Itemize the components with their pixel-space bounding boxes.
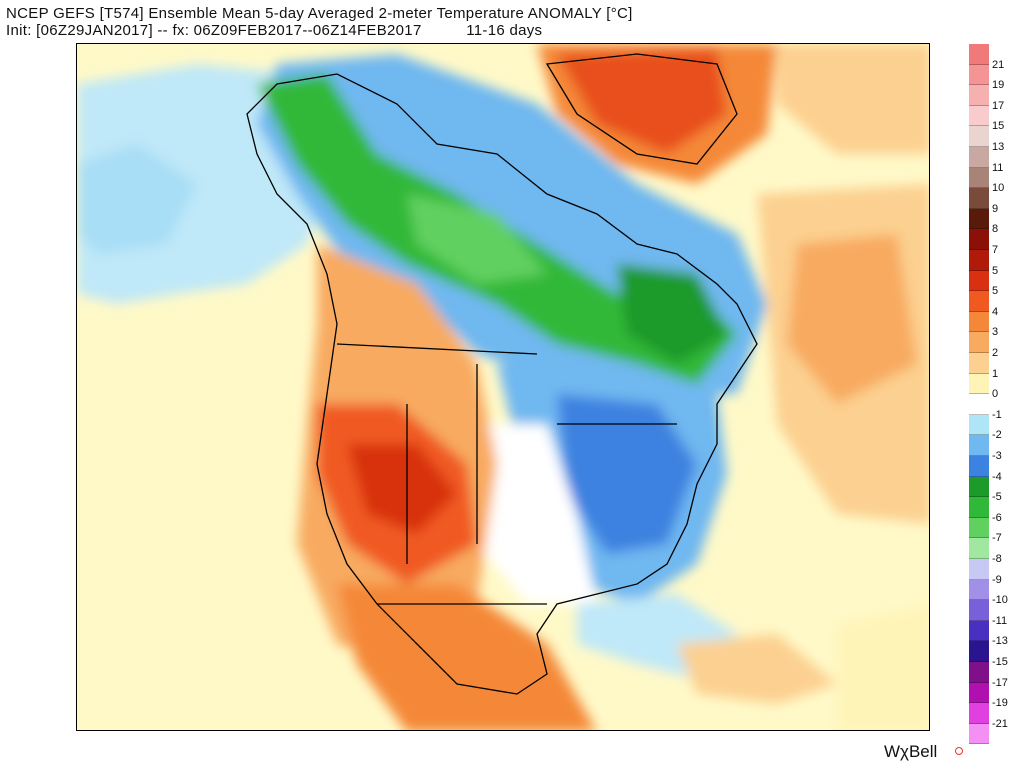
colorbar-swatch	[969, 641, 989, 662]
colorbar-label: -19	[992, 697, 1008, 710]
colorbar-swatch	[969, 291, 989, 312]
colorbar-swatch	[969, 414, 989, 436]
colorbar-label: 4	[992, 305, 999, 318]
colorbar-label: -6	[992, 511, 1002, 524]
colorbar-label: 5	[992, 264, 999, 277]
colorbar-label: 17	[992, 99, 1005, 112]
colorbar-label: -3	[992, 450, 1002, 462]
colorbar-label: -4	[992, 470, 1002, 483]
colorbar-label: 0	[992, 388, 999, 401]
colorbar-swatch	[969, 723, 989, 745]
colorbar-swatch	[969, 456, 989, 477]
colorbar-swatch	[969, 538, 989, 559]
colorbar-label: -9	[992, 573, 1002, 586]
colorbar-swatch	[969, 703, 989, 724]
colorbar-swatch	[969, 44, 989, 65]
colorbar-label: 3	[992, 326, 999, 339]
colorbar-swatch	[969, 620, 989, 642]
colorbar-label: 8	[992, 223, 999, 236]
map-title: NCEP GEFS [T574] Ensemble Mean 5-day Ave…	[6, 5, 633, 22]
colorbar-label: -8	[992, 553, 1002, 565]
colorbar-label: -7	[992, 532, 1002, 545]
colorbar-swatch	[969, 517, 989, 539]
colorbar-label: 7	[992, 244, 999, 256]
colorbar-label: 5	[992, 285, 999, 298]
colorbar-label: -11	[992, 614, 1008, 627]
colorbar-swatch	[969, 353, 989, 374]
colorbar-swatch	[969, 311, 989, 333]
colorbar-label: -10	[992, 594, 1008, 607]
colorbar-label: -13	[992, 635, 1008, 648]
anomaly-field	[77, 44, 929, 730]
colorbar-label: 11	[992, 161, 1004, 174]
colorbar-label: 13	[992, 141, 1005, 153]
colorbar-swatch	[969, 394, 989, 415]
colorbar-swatch	[969, 250, 989, 271]
colorbar-swatch	[969, 662, 989, 683]
colorbar-swatch	[969, 476, 989, 498]
colorbar-swatch	[969, 270, 989, 292]
colorbar-swatch	[969, 600, 989, 621]
colorbar-swatch	[969, 559, 989, 580]
colorbar-swatch	[969, 85, 989, 106]
map-canvas	[77, 44, 929, 730]
colorbar-swatch	[969, 682, 989, 704]
colorbar-swatch	[969, 373, 989, 395]
colorbar-swatch	[969, 147, 989, 168]
colorbar-label: 2	[992, 347, 999, 359]
colorbar-swatch	[969, 208, 989, 230]
temperature-anomaly-map	[76, 43, 930, 731]
colorbar-swatch	[969, 229, 989, 250]
colorbar-label: 15	[992, 120, 1005, 133]
colorbar-swatch	[969, 188, 989, 209]
colorbar-label: 19	[992, 79, 1005, 92]
colorbar-swatch	[969, 64, 989, 86]
colorbar-label: -2	[992, 429, 1002, 442]
colorbar-swatch	[969, 332, 989, 353]
colorbar-swatch	[969, 105, 989, 127]
colorbar-swatch	[969, 126, 989, 147]
map-subtitle: Init: [06Z29JAN2017] -- fx: 06Z09FEB2017…	[6, 22, 543, 39]
colorbar-label: -15	[992, 656, 1008, 668]
logo-dot-icon	[955, 747, 963, 755]
wxbell-logo: WχBell	[884, 742, 938, 761]
coastlines	[246, 53, 758, 695]
colorbar-label: -1	[992, 408, 1002, 421]
colorbar-label: 10	[992, 182, 1005, 195]
colorbar-label: 21	[992, 58, 1005, 71]
colorbar-swatch	[969, 579, 989, 601]
colorbar-label: -5	[992, 491, 1002, 504]
colorbar-label: 1	[992, 367, 999, 380]
colorbar-label: 9	[992, 202, 999, 215]
colorbar-label: -17	[992, 676, 1008, 689]
colorbar-swatch	[969, 435, 989, 456]
colorbar-swatch	[969, 167, 989, 189]
colorbar-swatch	[969, 497, 989, 518]
colorbar-label: -21	[992, 717, 1008, 730]
